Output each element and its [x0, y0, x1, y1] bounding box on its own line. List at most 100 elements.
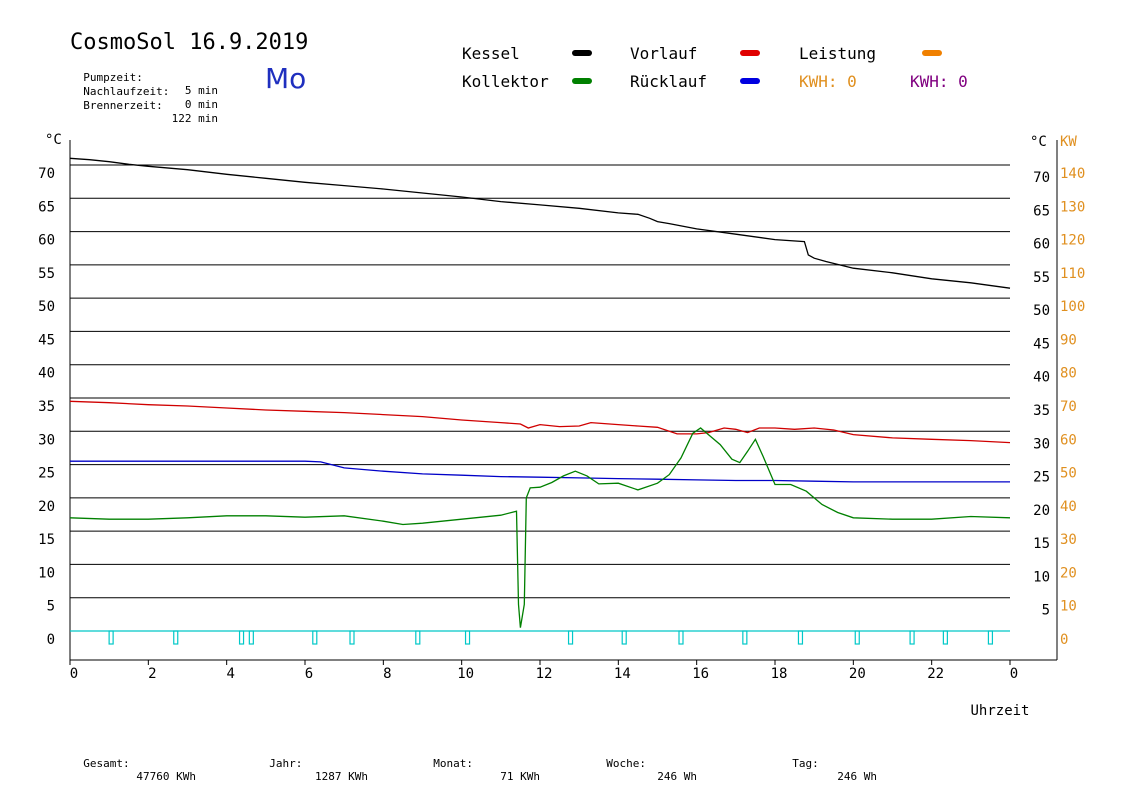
stat-nachlaufzeit: Nachlaufzeit: 0 min: [70, 72, 218, 111]
footer-label: Monat:: [433, 757, 473, 770]
stat-brennerzeit: Brennerzeit: 122 min: [70, 86, 218, 125]
y-tick-label-left: 25: [38, 466, 55, 482]
legend-kessel-label: Kessel: [462, 44, 520, 63]
y-tick-label-left: 10: [38, 565, 55, 581]
y-tick-label-left: 0: [47, 632, 55, 648]
footer-label: Woche:: [606, 757, 646, 770]
y-tick-label-right: 70: [1033, 170, 1050, 186]
power-tick-label: 140: [1060, 166, 1085, 182]
pump-pulse: [742, 630, 748, 645]
series-line-ruecklauf: [70, 460, 1010, 483]
x-tick-label: 18: [771, 666, 788, 682]
y-tick-label-right: 30: [1033, 436, 1050, 452]
y-tick-label-left: 5: [47, 599, 55, 615]
legend-leistung-label: Leistung: [799, 44, 877, 63]
x-tick-label: 20: [849, 666, 866, 682]
y-tick-label-right: 55: [1033, 270, 1050, 286]
y-tick-label-left: 50: [38, 299, 55, 315]
power-tick-label: 10: [1060, 599, 1077, 615]
power-tick-label: 70: [1060, 399, 1077, 415]
legend-kessel-swatch: [572, 50, 592, 56]
power-tick-label: 60: [1060, 432, 1077, 448]
y-tick-label-left: 45: [38, 332, 55, 348]
y-tick-label-right: 5: [1042, 603, 1050, 619]
x-tick-label: 10: [457, 666, 474, 682]
power-axis-unit: KW: [1060, 134, 1077, 150]
x-tick-label: 2: [148, 666, 156, 682]
power-tick-label: 90: [1060, 332, 1077, 348]
stat-label: Brennerzeit:: [83, 99, 163, 112]
footer-label: Tag:: [792, 757, 819, 770]
pump-pulse: [238, 630, 245, 645]
stat-value: 5 min: [184, 84, 218, 97]
stat-label: Pumpzeit:: [83, 71, 143, 84]
legend-vorlauf-swatch: [740, 50, 760, 56]
kwh-purple-label: KWH: 0: [910, 72, 968, 91]
stat-value: 0 min: [184, 98, 218, 111]
x-tick-label: 0: [1010, 666, 1018, 682]
legend-kollektor-swatch: [572, 78, 592, 84]
x-axis-label: Uhrzeit: [970, 703, 1029, 719]
x-tick-label: 12: [536, 666, 553, 682]
y-tick-label-right: 60: [1033, 237, 1050, 253]
y-tick-label-right: 20: [1033, 503, 1050, 519]
power-tick-label: 30: [1060, 532, 1077, 548]
chart-title: CosmoSol 16.9.2019: [70, 30, 309, 55]
y-tick-label-right: 15: [1033, 536, 1050, 552]
pump-pulse: [678, 630, 684, 645]
pump-pulse: [942, 630, 948, 645]
y-tick-label-right: 25: [1033, 470, 1050, 486]
legend-kollektor-label: Kollektor: [462, 72, 549, 91]
y-tick-label-left: 35: [38, 399, 55, 415]
pump-pulse: [909, 630, 915, 645]
y-tick-label-right: 65: [1033, 203, 1050, 219]
x-tick-label: 22: [927, 666, 944, 682]
power-tick-label: 130: [1060, 199, 1085, 215]
y-tick-label-left: 40: [38, 366, 55, 382]
y-tick-label-left: 55: [38, 266, 55, 282]
pump-pulse: [312, 630, 318, 645]
footer-monat: Monat: 71 KWh: [420, 744, 540, 783]
pump-pulse: [854, 630, 860, 645]
y-tick-label-right: 45: [1033, 336, 1050, 352]
footer-woche: Woche: 246 Wh: [593, 744, 697, 783]
pump-pulse: [349, 630, 355, 645]
footer-value: 246 Wh: [657, 770, 697, 783]
footer-label: Gesamt:: [83, 757, 130, 770]
pump-pulse: [464, 630, 471, 645]
x-tick-label: 0: [70, 666, 78, 682]
legend-leistung-swatch: [922, 50, 942, 56]
stat-pumpzeit: Pumpzeit: 5 min: [70, 58, 218, 97]
footer-gesamt: Gesamt: 47760 KWh: [70, 744, 196, 783]
footer-value: 71 KWh: [500, 770, 540, 783]
legend-ruecklauf-swatch: [740, 78, 760, 84]
y-tick-label-left: 30: [38, 432, 55, 448]
power-tick-label: 100: [1060, 299, 1085, 315]
power-tick-label: 80: [1060, 366, 1077, 382]
x-tick-label: 6: [305, 666, 313, 682]
y-tick-label-right: 40: [1033, 370, 1050, 386]
footer-jahr: Jahr: 1287 KWh: [256, 744, 368, 783]
series-line-kollektor: [69, 427, 1011, 628]
power-tick-label: 0: [1060, 632, 1068, 648]
x-tick-label: 14: [614, 666, 631, 682]
legend-ruecklauf-label: Rücklauf: [630, 72, 708, 91]
series-line-vorlauf: [69, 400, 1011, 444]
footer-value: 246 Wh: [837, 770, 877, 783]
series-line-kessel: [69, 157, 1011, 289]
footer-value: 47760 KWh: [136, 770, 196, 783]
y-tick-label-left: 20: [38, 499, 55, 515]
pump-pulse: [797, 630, 804, 645]
y-tick-label-left: 65: [38, 199, 55, 215]
kwh-orange-label: KWH: 0: [799, 72, 857, 91]
stat-value: 122 min: [171, 112, 218, 125]
weekday-label: Mo: [265, 62, 307, 95]
legend-vorlauf-label: Vorlauf: [630, 44, 698, 63]
pump-pulse: [248, 630, 254, 645]
power-tick-label: 120: [1060, 233, 1085, 249]
footer-tag: Tag: 246 Wh: [779, 744, 877, 783]
y-tick-label-left: 15: [38, 532, 55, 548]
stat-label: Nachlaufzeit:: [83, 85, 170, 98]
y-tick-label-right: 10: [1033, 569, 1050, 585]
